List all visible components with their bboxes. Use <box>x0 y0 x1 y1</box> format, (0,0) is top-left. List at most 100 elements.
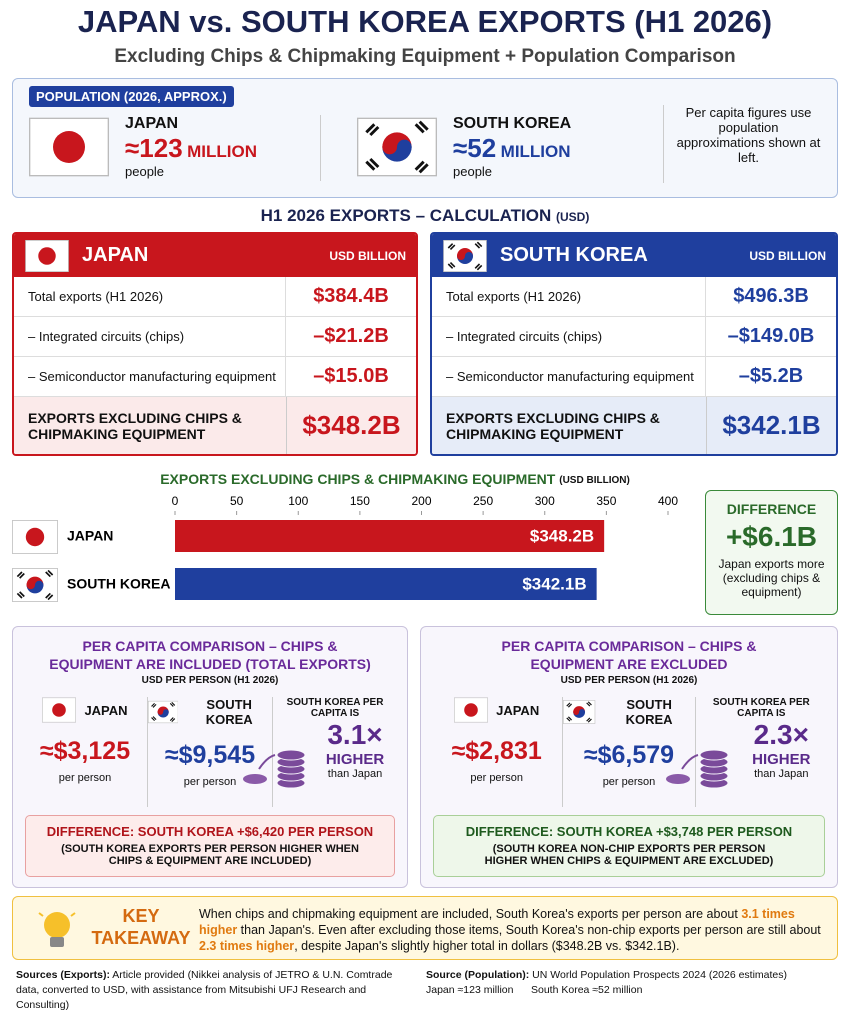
coins-icon <box>243 749 306 789</box>
x-tick-label: 350 <box>596 494 616 508</box>
total-value: $342.1B <box>706 397 836 454</box>
population-japan: JAPAN ≈123 MILLION people <box>29 115 257 179</box>
ratio: SOUTH KOREA PER CAPITA IS 2.3× HIGHER than… <box>665 697 827 807</box>
ratio: SOUTH KOREA PER CAPITA IS 3.1× HIGHER than… <box>243 697 397 807</box>
population-note: Per capita figures use population approx… <box>663 105 823 183</box>
chart-title-text: EXPORTS EXCLUDING CHIPS & CHIPMAKING EQU… <box>160 471 556 487</box>
country-name: SOUTH KOREA <box>453 115 572 132</box>
row-label: – Integrated circuits (chips) <box>432 317 706 356</box>
row-value: $384.4B <box>313 285 389 307</box>
lightbulb-icon <box>38 912 76 947</box>
table-country: SOUTH KOREA <box>500 244 648 266</box>
ratio-note: than Japan <box>327 768 383 780</box>
panel-unit: USD PER PERSON (H1 2026) <box>560 675 698 686</box>
section-title: H1 2026 EXPORTS – CALCULATION (USD) <box>0 206 850 226</box>
table-row: Total exports (H1 2026) $384.4B <box>14 277 416 317</box>
takeaway-segment: than Japan's. Even after excluding those… <box>237 923 821 937</box>
population-unit: MILLION <box>500 142 571 161</box>
per-capita-note: per person <box>470 772 523 784</box>
flag-korea <box>563 700 596 724</box>
flag-japan <box>42 697 77 723</box>
per-capita-difference: DIFFERENCE: SOUTH KOREA +$3,748 PER PERS… <box>433 815 825 877</box>
takeaway-panel: KEY TAKEAWAY When chips and chipmaking e… <box>12 896 838 960</box>
subtitle: Excluding Chips & Chipmaking Equipment +… <box>114 46 736 67</box>
population-note: people <box>453 164 493 179</box>
population-panel: POPULATION (2026, APPROX.) JAPAN ≈123 MI… <box>12 78 838 198</box>
ratio-label: SOUTH KOREA PER CAPITA IS <box>286 697 384 719</box>
badge: POPULATION (2026, APPROX.) <box>29 86 234 107</box>
section-title-text: H1 2026 EXPORTS – CALCULATION <box>260 206 552 225</box>
per-capita-note: per person <box>602 776 656 788</box>
per-capita-country: SOUTH KOREA ≈$6,579 per person <box>562 697 694 807</box>
per-capita-value: ≈$3,125 <box>39 737 131 765</box>
difference-title: DIFFERENCE <box>726 501 817 517</box>
total-label: EXPORTS EXCLUDING CHIPS & CHIPMAKING EQU… <box>28 409 242 442</box>
population-korea: SOUTH KOREA ≈52 MILLION people <box>357 115 571 179</box>
chart-unit: (USD BILLION) <box>559 475 630 486</box>
flag-japan <box>12 520 58 554</box>
row-label: Total exports (H1 2026) <box>14 277 286 316</box>
calc-table: JAPAN USD BILLION Total exports (H1 2026) $… <box>12 232 418 456</box>
section-unit: (USD) <box>556 210 590 224</box>
flag-korea <box>148 700 179 724</box>
title: JAPAN vs. SOUTH KOREA EXPORTS (H1 2026) <box>77 4 773 39</box>
ratio-value: 2.3× <box>753 719 809 750</box>
row-label: – Semiconductor manufacturing equipment <box>432 357 706 396</box>
row-value: –$149.0B <box>727 325 815 347</box>
source-text: Japan ≈123 million <box>426 984 514 996</box>
table-unit: USD BILLION <box>749 248 826 263</box>
table-total: EXPORTS EXCLUDING CHIPS & CHIPMAKING EQU… <box>14 397 416 454</box>
flag-korea <box>443 239 487 272</box>
row-label: – Semiconductor manufacturing equipment <box>14 357 286 396</box>
difference-note: (SOUTH KOREA EXPORTS PER PERSON HIGHER W… <box>61 843 359 867</box>
x-tick-label: 400 <box>658 494 678 508</box>
chart-title: EXPORTS EXCLUDING CHIPS & CHIPMAKING EQU… <box>160 471 630 487</box>
x-tick-label: 50 <box>230 494 244 508</box>
panel-title: PER CAPITA COMPARISON – CHIPS & EQUIPMEN… <box>501 638 757 672</box>
per-capita-note: per person <box>58 772 112 784</box>
table-row: – Semiconductor manufacturing equipment –… <box>432 357 836 397</box>
source-text: South Korea ≈52 million <box>531 984 643 996</box>
ratio-word: HIGHER <box>752 751 811 768</box>
source-text: UN World Population Prospects 2024 (2026… <box>532 969 788 981</box>
source-label: Source (Population): <box>426 969 530 981</box>
per-capita-country: JAPAN ≈$2,831 per person <box>431 697 562 807</box>
per-capita-country: JAPAN ≈$3,125 per person <box>23 697 147 807</box>
population-value: ≈52 <box>453 133 497 163</box>
per-capita-country: SOUTH KOREA ≈$9,545 per person <box>147 697 272 807</box>
source-text: Article provided (Nikkei analysis of JET… <box>16 969 393 1011</box>
ratio-label: SOUTH KOREA PER CAPITA IS <box>712 697 810 719</box>
separator <box>320 115 321 181</box>
table-header: SOUTH KOREA USD BILLION <box>432 234 836 277</box>
flag-japan <box>25 239 69 272</box>
difference-note: (SOUTH KOREA NON-CHIP EXPORTS PER PERSON… <box>484 843 774 867</box>
x-tick-label: 0 <box>172 494 179 508</box>
per-capita-value: ≈$6,579 <box>583 741 675 769</box>
per-capita-note: per person <box>183 776 237 788</box>
country-name: SOUTH KOREA <box>205 697 253 727</box>
table-row: – Integrated circuits (chips) –$21.2B <box>14 317 416 357</box>
ratio-word: HIGHER <box>325 751 385 768</box>
country-name: JAPAN <box>496 702 540 718</box>
country-name: SOUTH KOREA <box>625 697 673 727</box>
panel-title: PER CAPITA COMPARISON – CHIPS & EQUIPMEN… <box>49 638 371 672</box>
total-value: $348.2B <box>286 397 416 454</box>
difference-text: DIFFERENCE: SOUTH KOREA +$3,748 PER PERS… <box>465 824 793 839</box>
country-name: JAPAN <box>125 115 179 132</box>
takeaway-segment: When chips and chipmaking equipment are … <box>199 907 742 921</box>
value-label: $342.1B <box>522 574 586 593</box>
row-label: Total exports (H1 2026) <box>432 277 706 316</box>
table-header: JAPAN USD BILLION <box>14 234 416 277</box>
takeaway-text: When chips and chipmaking equipment are … <box>199 906 827 954</box>
flag <box>12 568 58 602</box>
flag-japan <box>454 697 489 723</box>
country-name: JAPAN <box>84 702 128 718</box>
per-capita-panel: PER CAPITA COMPARISON – CHIPS & EQUIPMEN… <box>12 626 408 888</box>
highlight: 3.1 times higher <box>199 907 795 937</box>
bar-chart: EXPORTS EXCLUDING CHIPS & CHIPMAKING EQU… <box>12 471 678 602</box>
ratio-note: than Japan <box>754 768 809 780</box>
source-label: Sources (Exports): <box>16 969 110 981</box>
table-country: JAPAN <box>82 244 149 266</box>
difference-text: DIFFERENCE: SOUTH KOREA +$6,420 PER PERS… <box>46 824 374 839</box>
